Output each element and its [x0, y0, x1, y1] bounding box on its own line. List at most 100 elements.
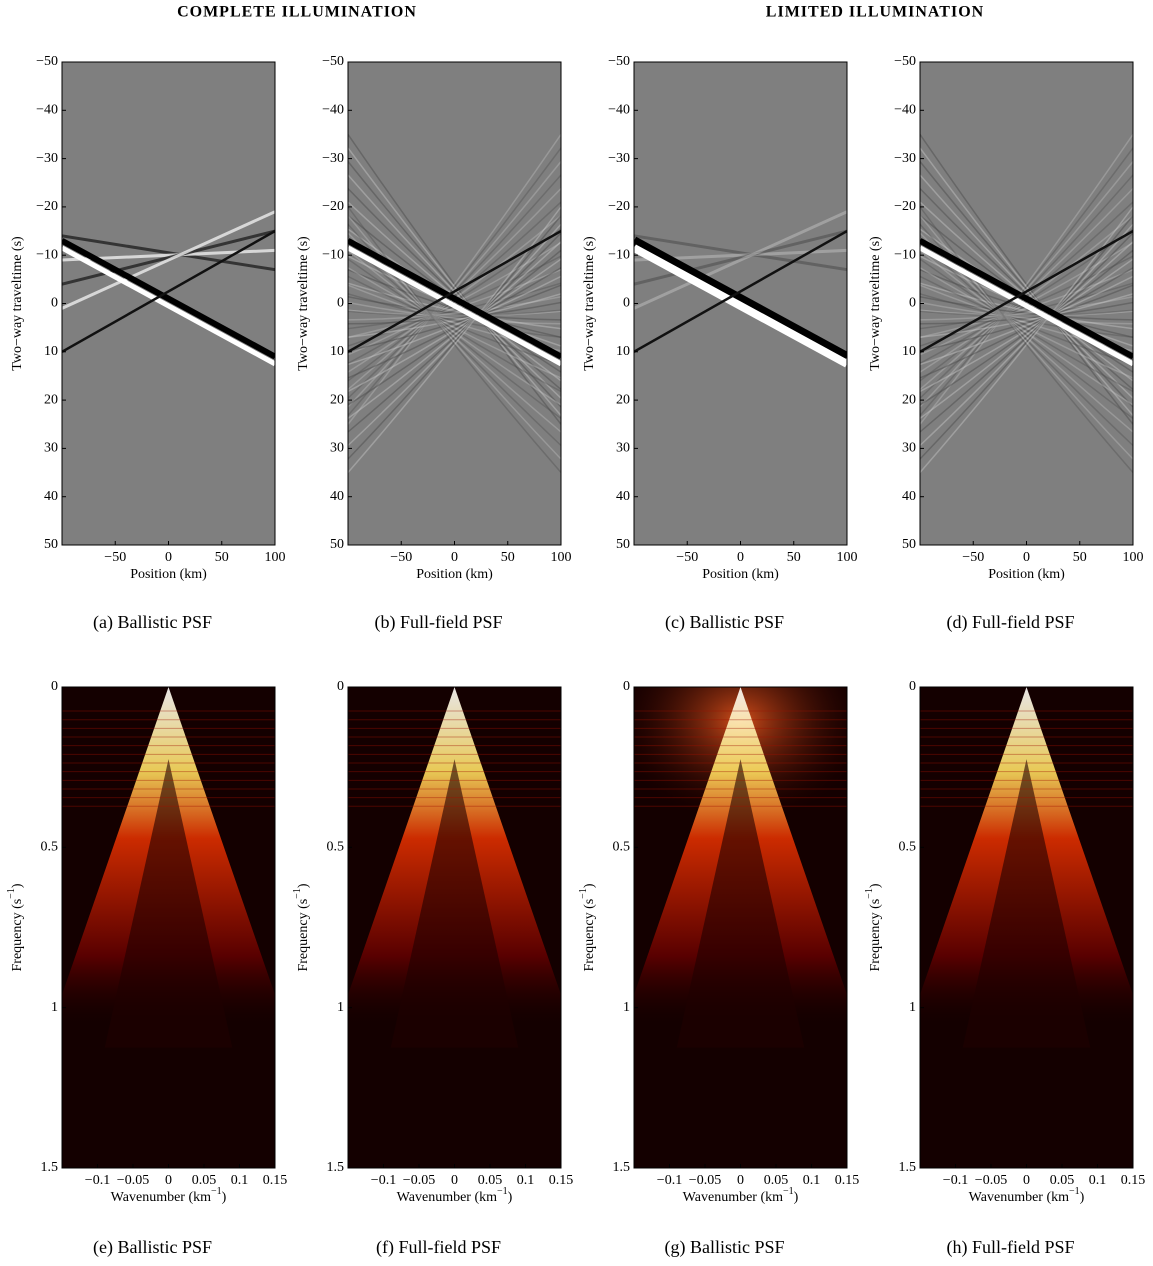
label-part: Wavenumber (km [969, 1190, 1069, 1205]
image-stripe [920, 223, 1133, 447]
y-tick-label: −30 [322, 151, 344, 166]
y-label: Two−way traveltime (s) [10, 236, 25, 371]
image-stripe [920, 275, 1133, 366]
x-tick-label: −0.1 [943, 1173, 968, 1188]
x-tick-label: −50 [676, 550, 698, 565]
image-stripe [348, 232, 561, 433]
label-part: Frequency (s [296, 899, 311, 972]
label-part: −1 [6, 888, 17, 899]
label-part: −1 [578, 888, 589, 899]
image-stripe [348, 215, 561, 460]
label-part: ) [222, 1190, 227, 1205]
label-part: Frequency (s [582, 899, 597, 972]
image-stripe [920, 301, 1133, 325]
y-tick-label: −50 [322, 54, 344, 69]
image-stripe [920, 267, 1133, 379]
x-tick-label: 0.05 [478, 1173, 503, 1188]
y-tick-label: 50 [616, 537, 630, 552]
y-tick-label: 10 [330, 344, 344, 359]
label-part: ) [868, 883, 883, 888]
y-tick-label: 40 [616, 489, 630, 504]
x-label: Position (km) [988, 567, 1065, 582]
image-stripe [348, 267, 561, 379]
y-tick-label: −20 [608, 199, 630, 214]
y-tick-label: 0 [51, 296, 58, 311]
image-stripe [348, 188, 561, 391]
caption: (c) Ballistic PSF [665, 612, 784, 633]
x-tick-label: 0.1 [517, 1173, 535, 1188]
x-label: Wavenumber (km−1) [111, 1186, 227, 1205]
y-tick-label: 0.5 [41, 840, 59, 855]
y-label: Two−way traveltime (s) [296, 236, 311, 371]
x-label: Position (km) [702, 567, 779, 582]
image-stripe [348, 258, 561, 393]
x-tick-label: 0 [165, 1173, 172, 1188]
y-tick-label: 1 [51, 1000, 58, 1015]
caption: (h) Full-field PSF [946, 1237, 1074, 1258]
y-tick-label: 30 [902, 441, 916, 456]
y-tick-label: −10 [36, 247, 58, 262]
x-tick-label: 50 [1073, 550, 1087, 565]
image-stripe [348, 215, 561, 460]
label-part: ) [1080, 1190, 1085, 1205]
image-stripe [348, 284, 561, 352]
x-tick-label: 0 [1023, 550, 1030, 565]
panel: 0 0.5 1 1.5 −0.1 −0.05 0 0.05 0.1 0.15 Wavenumber … [578, 679, 859, 1258]
image-stripe [348, 188, 561, 391]
image-stripe [348, 275, 561, 366]
x-tick-label: 0.15 [835, 1173, 860, 1188]
y-label: Frequency (s−1) [864, 883, 883, 971]
image [634, 687, 847, 1168]
y-tick-label: 30 [44, 441, 58, 456]
y-tick-label: −50 [36, 54, 58, 69]
y-tick-label: 20 [902, 392, 916, 407]
image [920, 62, 1133, 545]
image-stripe [920, 249, 1133, 406]
label-part: Wavenumber (km [111, 1190, 211, 1205]
panel: −50 −40 −30 −20 −10 0 10 20 30 40 50 −50 0 50 100 Posit… [10, 54, 285, 633]
panel: −50 −40 −30 −20 −10 0 10 20 30 40 50 −50 0 50 100 Posit… [296, 54, 571, 633]
y-label: Two−way traveltime (s) [582, 236, 597, 371]
header: COMPLETE ILLUMINATION [177, 4, 417, 21]
image-stripe [62, 245, 275, 367]
image-stripe [920, 215, 1133, 460]
image-stripe [348, 275, 561, 366]
y-label: Two−way traveltime (s) [868, 236, 883, 371]
image-stripe [920, 296, 1133, 321]
x-label: Wavenumber (km−1) [683, 1186, 799, 1205]
y-tick-label: 1.5 [41, 1160, 59, 1175]
y-tick-label: 20 [330, 392, 344, 407]
y-tick-label: −20 [36, 199, 58, 214]
label-part: −1 [292, 888, 303, 899]
image-stripe [920, 309, 1133, 317]
y-tick-label: 20 [616, 392, 630, 407]
label-part: −1 [211, 1186, 222, 1197]
image-stripe [348, 301, 561, 325]
y-tick-label: −40 [608, 103, 630, 118]
y-tick-label: −40 [322, 103, 344, 118]
caption: (g) Ballistic PSF [664, 1237, 784, 1258]
image-stripe [62, 238, 275, 360]
image-stripe [348, 282, 561, 330]
image-stripe [920, 258, 1133, 393]
label-part: −1 [1069, 1186, 1080, 1197]
image-stripe [348, 249, 561, 406]
x-tick-label: 0.1 [803, 1173, 821, 1188]
image-stripe [920, 267, 1133, 379]
image-stripe [920, 147, 1133, 417]
x-tick-label: 0.05 [1050, 1173, 1075, 1188]
x-tick-label: 0 [1023, 1173, 1030, 1188]
y-tick-label: 0.5 [899, 840, 917, 855]
panel: 0 0.5 1 1.5 −0.1 −0.05 0 0.05 0.1 0.15 Wavenumber … [6, 679, 287, 1258]
image-stripe [348, 134, 561, 425]
y-tick-label: 0.5 [327, 840, 345, 855]
y-label: Frequency (s−1) [578, 883, 597, 971]
image-stripe [920, 241, 1133, 420]
image-stripe [348, 206, 561, 474]
y-tick-label: 40 [902, 489, 916, 504]
x-label: Wavenumber (km−1) [969, 1186, 1085, 1205]
image-stripe [634, 234, 847, 272]
x-tick-label: 0 [451, 550, 458, 565]
image-stripe [348, 134, 561, 425]
